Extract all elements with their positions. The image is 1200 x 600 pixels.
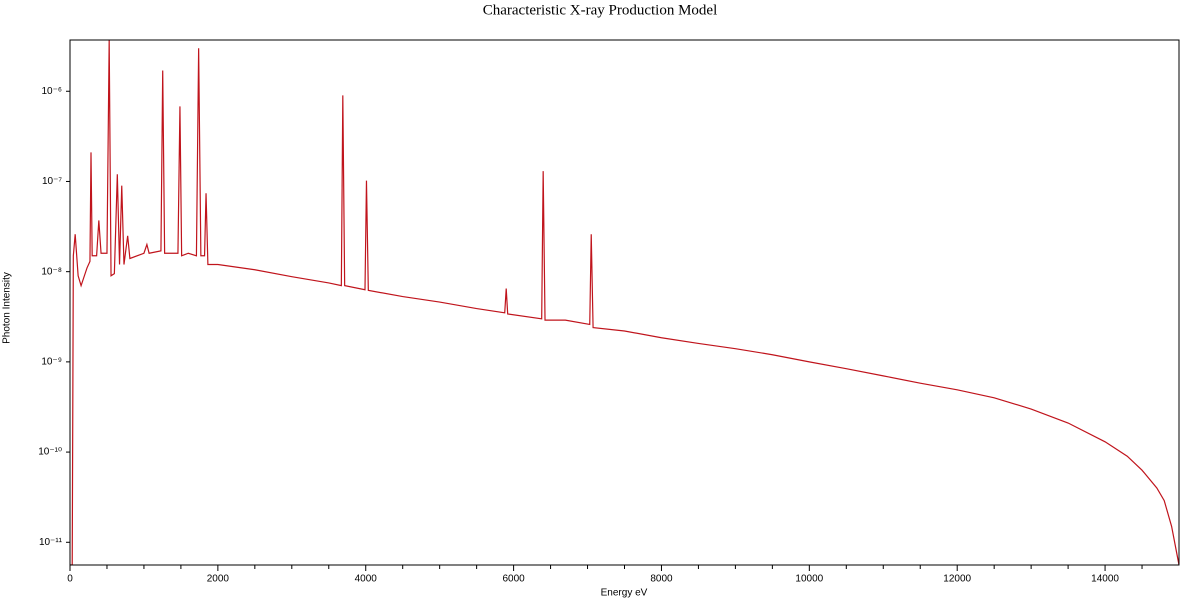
y-tick-label: 10⁻⁹	[41, 357, 62, 368]
spectrum-line	[70, 40, 1179, 565]
x-axis-label: Energy eV	[601, 588, 648, 599]
x-tick-label: 14000	[1091, 574, 1119, 585]
y-tick-label: 10⁻⁷	[42, 176, 62, 187]
plot-frame	[69, 39, 1180, 566]
chart-title: Characteristic X-ray Production Model	[483, 2, 718, 18]
x-tick-label: 2000	[207, 574, 230, 585]
x-tick-label: 10000	[795, 574, 823, 585]
x-tick-label: 6000	[502, 574, 525, 585]
x-tick-label: 8000	[650, 574, 673, 585]
y-axis-label: Photon Intensity	[2, 272, 13, 344]
x-tick-label: 0	[67, 574, 73, 585]
y-tick-label: 10⁻¹⁰	[38, 447, 62, 458]
y-tick-label: 10⁻¹¹	[39, 537, 63, 548]
y-tick-label: 10⁻⁶	[41, 86, 62, 97]
y-tick-label: 10⁻⁸	[41, 266, 62, 277]
x-tick-label: 4000	[355, 574, 378, 585]
x-tick-label: 12000	[943, 574, 971, 585]
